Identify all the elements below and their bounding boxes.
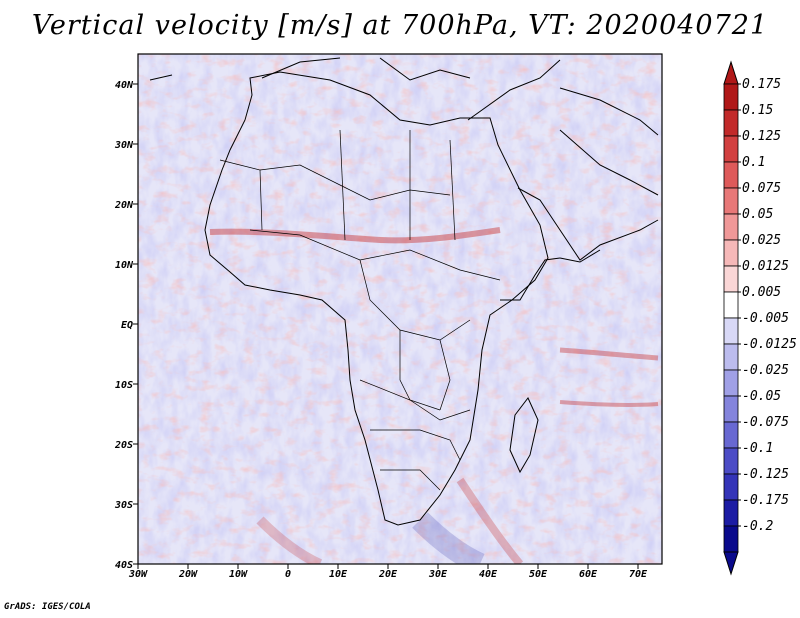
- colorbar-swatch: [723, 161, 739, 189]
- lon-label: 10E: [329, 569, 348, 580]
- colorbar-swatch: [723, 239, 739, 267]
- colorbar-label: -0.125: [742, 467, 789, 482]
- colorbar-label: -0.175: [742, 493, 789, 508]
- colorbar-swatch: [723, 525, 739, 553]
- lon-label: 10W: [229, 569, 248, 580]
- colorbar-label: 0.075: [742, 181, 781, 196]
- lat-label: 20N: [114, 200, 134, 211]
- colorbar-label: -0.05: [742, 389, 781, 404]
- lon-label: 70E: [629, 569, 648, 580]
- lon-label: 20E: [378, 569, 398, 580]
- colorbar-label: -0.025: [742, 363, 789, 378]
- colorbar-swatch: [723, 447, 739, 475]
- colorbar-swatch: [723, 395, 739, 423]
- colorbar-label: 0.05: [742, 207, 773, 222]
- colorbar-label: -0.2: [742, 519, 773, 534]
- lon-label: 40E: [479, 569, 498, 580]
- colorbar-swatch: [723, 213, 739, 241]
- colorbar-label: -0.0125: [742, 337, 797, 352]
- colorbar-swatch: [723, 343, 739, 371]
- lon-label: 60E: [579, 569, 598, 580]
- colorbar-swatch: [723, 291, 739, 319]
- lat-label: 10S: [115, 380, 133, 391]
- grads-credit: GrADS: IGES/COLA: [4, 602, 91, 612]
- colorbar-label: 0.175: [742, 77, 781, 92]
- colorbar-label: 0.005: [742, 285, 781, 300]
- velocity-field: [138, 54, 662, 564]
- lon-label: 20W: [178, 569, 198, 580]
- colorbar-label: -0.1: [742, 441, 773, 456]
- colorbar-label: 0.15: [742, 103, 773, 118]
- chart-title: Vertical velocity [m/s] at 700hPa, VT: 2…: [31, 10, 769, 41]
- colorbar-swatch: [723, 421, 739, 449]
- colorbar-label: 0.025: [742, 233, 781, 248]
- axis-ticks: [133, 83, 639, 569]
- colorbar-swatch: [723, 317, 739, 345]
- colorbar: 0.175 0.15 0.125 0.1 0.075 0.05 0.025 0.0125 0.0…: [723, 60, 797, 576]
- country-borders: [219, 129, 501, 491]
- colorbar-swatch: [723, 187, 739, 215]
- lat-label: EQ: [121, 320, 133, 331]
- colorbar-label: -0.075: [742, 415, 789, 430]
- lat-label: 10N: [115, 260, 134, 271]
- colorbar-top-arrow: [723, 60, 739, 85]
- colorbar-swatch: [723, 369, 739, 397]
- map-frame: [137, 53, 663, 565]
- colorbar-label: 0.125: [742, 129, 781, 144]
- lat-label: 20S: [114, 440, 133, 451]
- lon-label: 0: [285, 569, 291, 580]
- colorbar-swatch: [723, 499, 739, 527]
- lat-label: 30N: [114, 140, 134, 151]
- lon-label: 50E: [529, 569, 548, 580]
- colorbar-bottom-arrow: [723, 551, 739, 576]
- lon-label: 30W: [128, 569, 148, 580]
- coastlines: [149, 57, 659, 526]
- colorbar-swatch: [723, 109, 739, 137]
- colorbar-label: 0.0125: [742, 259, 789, 274]
- colorbar-label: 0.1: [742, 155, 765, 170]
- lon-label: 30E: [428, 569, 448, 580]
- colorbar-swatch: [723, 83, 739, 111]
- lat-label: 30S: [114, 500, 133, 511]
- colorbar-swatch: [723, 473, 739, 501]
- lat-labels: 40N 30N 20N 10N EQ 10S 20S 30S 40S: [114, 80, 134, 571]
- colorbar-label: -0.005: [742, 311, 789, 326]
- lon-labels: 30W 20W 10W 0 10E 20E 30E 40E 50E 60E 70…: [128, 569, 648, 580]
- lat-label: 40N: [115, 80, 134, 91]
- lat-label: 40S: [115, 560, 133, 571]
- colorbar-swatch: [723, 265, 739, 293]
- colorbar-swatch: [723, 135, 739, 163]
